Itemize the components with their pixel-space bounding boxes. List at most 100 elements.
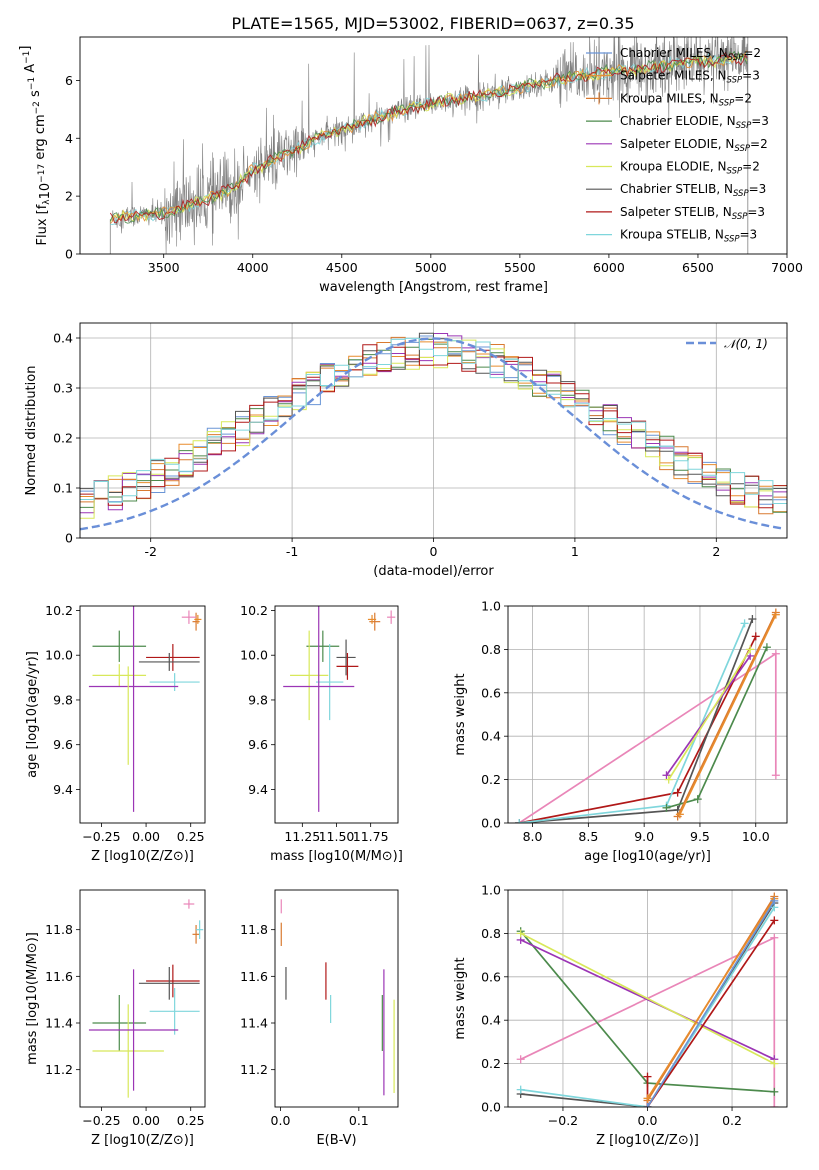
y-tick-label-3: 6 [65, 73, 73, 88]
x-tick-label-2: 0.25 [177, 1113, 205, 1128]
y-tick-label-2: 4 [65, 131, 73, 146]
axes-frame [274, 605, 399, 824]
marker-5-0 [516, 1085, 525, 1094]
marker-9-0 [643, 1103, 652, 1107]
point-2 [336, 652, 359, 680]
x-tick-label-2: 0.2 [722, 1113, 742, 1128]
x-tick-label-4: 10.0 [742, 829, 770, 844]
x-axis-label: Z [log10(Z/Z⊙)] [596, 1133, 699, 1148]
x-tick-label-2: 9.0 [634, 829, 654, 844]
point-8 [196, 920, 204, 939]
series-8 [646, 898, 776, 1099]
marker-0-1 [771, 649, 780, 658]
y-tick-label-4: 0.4 [53, 331, 73, 346]
x-tick-label-1: -1 [286, 544, 298, 559]
y-tick-label-2: 9.8 [53, 692, 73, 707]
y-tick-label-2: 0.2 [53, 431, 73, 446]
y-tick-label-2: 0.4 [481, 1013, 501, 1028]
series-9 [646, 900, 776, 1107]
y-axis-label: mass weight [453, 673, 468, 755]
x-tick-label-2: 11.75 [353, 829, 389, 844]
marker-6-1 [746, 645, 755, 654]
x-axis-label: E(B-V) [316, 1133, 356, 1148]
y-tick-label-3: 0.6 [481, 969, 501, 984]
Z-mass-points [88, 899, 204, 1098]
point-1 [336, 639, 356, 676]
point-4 [149, 988, 200, 1035]
y-tick-label-3: 11.8 [240, 922, 268, 937]
histogram-7 [80, 344, 787, 509]
marker-3-1 [770, 1059, 779, 1068]
legend-label-0: Chabrier MILES, NSSP=2 [620, 46, 761, 63]
marker-4-1 [693, 795, 702, 804]
point-3 [290, 630, 329, 721]
y-tick-label-1: 0.2 [481, 1056, 501, 1071]
x-tick-label-2: 0.25 [177, 829, 205, 844]
x-tick-label-1: 0.0 [638, 1113, 658, 1128]
marker-0-2 [770, 1103, 779, 1107]
y-tick-label-1: 0.1 [53, 481, 73, 496]
point-6 [192, 925, 200, 944]
marker-1-2 [770, 1087, 779, 1096]
x-tick-label-1: 0.00 [132, 1113, 160, 1128]
legend-entry-2: Kroupa MILES, NSSP=2 [586, 91, 752, 108]
marker-0-0 [516, 1055, 525, 1064]
marker-4-2 [762, 643, 771, 652]
ebv-mass-panel: 0.0 0.1 11.2 11.4 11.6 11.8 E(B-V) [240, 889, 399, 1148]
y-axis-label: Normed distribution [24, 366, 39, 496]
y-tick-label-0: 9.4 [53, 782, 73, 797]
x-tick-label-1: 11.50 [319, 829, 355, 844]
legend-entry-4: Salpeter ELODIE, NSSP=2 [586, 137, 768, 154]
x-tick-label-1: 4000 [237, 260, 269, 275]
marker-5-0 [662, 771, 671, 780]
marker-8-0 [643, 1094, 652, 1103]
legend-entry-5: Kroupa ELODIE, NSSP=2 [586, 160, 760, 177]
legend-entry-3: Chabrier ELODIE, NSSP=3 [586, 114, 769, 131]
legend-entry-1: Salpeter MILES, NSSP=3 [586, 69, 760, 86]
marker-4-0 [662, 803, 671, 812]
point-7 [181, 610, 197, 624]
marker-1-2 [751, 632, 760, 641]
point-8 [367, 614, 377, 624]
y-tick-label-1: 9.6 [53, 737, 73, 752]
x-tick-label-3: 1 [571, 544, 579, 559]
series-5 [520, 906, 776, 1107]
legend-label-4: Salpeter ELODIE, NSSP=2 [620, 137, 768, 154]
x-tick-label-0: −0.25 [82, 829, 120, 844]
point-2 [138, 967, 200, 1000]
weight-age-panel: 8.0 8.5 9.0 9.5 10.0 0.0 0.2 0.4 0.6 0.8 1.0 age [l… [453, 599, 788, 864]
y-axis-label: Flux [fλ10−17 erg cm−2 s−1 A−1] [18, 46, 53, 246]
x-tick-label-0: 8.0 [523, 829, 543, 844]
y-tick-label-4: 10.2 [240, 603, 268, 618]
x-tick-label-6: 6500 [682, 260, 714, 275]
y-tick-label-2: 9.8 [248, 692, 268, 707]
histogram-8 [80, 337, 787, 504]
x-tick-label-0: −0.2 [548, 1113, 578, 1128]
y-tick-label-0: 0 [65, 531, 73, 546]
x-tick-label-7: 7000 [771, 260, 803, 275]
marker-2-2 [748, 615, 757, 624]
x-axis-label: Z [log10(Z/Z⊙)] [91, 849, 194, 864]
point-0 [92, 995, 147, 1051]
Z-mass-panel: −0.25 0.00 0.25 11.2 11.4 11.6 11.8 Z [log10(Z/… [25, 889, 206, 1148]
histogram-5 [80, 339, 787, 519]
x-tick-label-0: -2 [144, 544, 156, 559]
y-tick-label-4: 10.2 [45, 603, 73, 618]
weight-Z-series [516, 892, 779, 1107]
marker-0-1 [770, 933, 779, 942]
figure-title: PLATE=1565, MJD=53002, FIBERID=0637, z=0… [231, 14, 634, 33]
x-tick-label-3: 9.5 [690, 829, 710, 844]
marker-8-1 [771, 610, 780, 619]
y-tick-label-2: 11.6 [240, 969, 268, 984]
x-tick-label-4: 5500 [504, 260, 536, 275]
histograms [80, 332, 787, 531]
y-tick-label-1: 2 [65, 189, 73, 204]
x-tick-label-5: 6000 [593, 260, 625, 275]
y-tick-label-3: 11.8 [45, 922, 73, 937]
y-tick-label-1: 11.4 [240, 1016, 268, 1031]
residuals-panel: -2 -1 0 1 2 0 0.1 0.2 0.3 0.4 (data-model)/error No… [24, 322, 788, 579]
y-tick-label-2: 11.6 [45, 969, 73, 984]
x-axis-label: (data-model)/error [373, 564, 494, 579]
weight-age-series [515, 608, 780, 823]
